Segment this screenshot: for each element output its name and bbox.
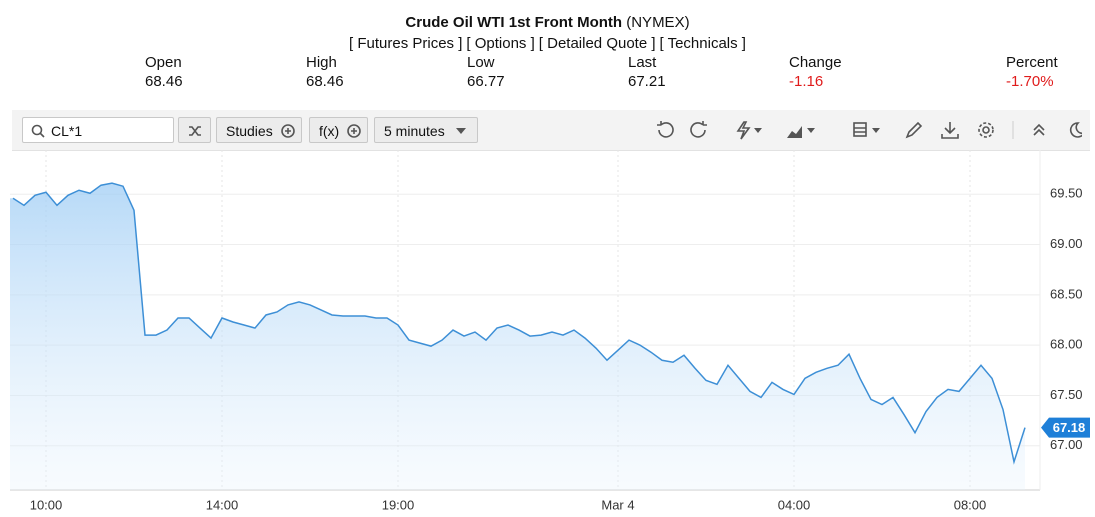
stat-label: Percent <box>1006 54 1058 71</box>
settings-icon[interactable] <box>982 126 990 134</box>
stat-value: 68.46 <box>145 73 183 90</box>
interval-select[interactable]: 5 minutes <box>374 117 478 143</box>
stat-value: 66.77 <box>467 73 505 90</box>
draw-icon[interactable] <box>905 121 923 139</box>
stat-label: Open <box>145 54 182 71</box>
x-tick-label: 08:00 <box>954 497 987 512</box>
exchange: (NYMEX) <box>626 14 690 31</box>
stat-label: High <box>306 54 337 71</box>
stat: Open 68.46 <box>145 53 183 91</box>
links: [ Futures Prices ][ Options ][ Detailed … <box>0 35 1095 52</box>
stat: Percent -1.70% <box>1006 53 1058 91</box>
stat-value: 67.21 <box>628 73 666 90</box>
search-icon <box>31 124 45 138</box>
chart-type-icon[interactable] <box>787 126 802 138</box>
studies: Studies <box>226 123 273 139</box>
theme-icon[interactable] <box>1069 122 1082 138</box>
y-tick-label: 67.00 <box>1050 437 1083 452</box>
header-title: Crude Oil WTI 1st Front Month (NYMEX) <box>0 14 1095 31</box>
studies-button[interactable]: Studies <box>216 117 302 143</box>
collapse-icon[interactable] <box>1033 123 1045 136</box>
interval: 5 minutes <box>384 123 445 139</box>
functions: f(x) <box>319 123 340 139</box>
price-line <box>12 182 1026 465</box>
stat: Change -1.16 <box>789 53 842 91</box>
caret <box>754 128 762 133</box>
stat-label: Change <box>789 54 842 71</box>
caret <box>872 128 880 133</box>
link[interactable]: [ Futures Prices ] <box>349 35 463 52</box>
undo-icon[interactable] <box>657 121 674 138</box>
x-tick-label: 14:00 <box>206 497 239 512</box>
stat: Last 67.21 <box>628 53 666 91</box>
last-price-label: 67.18 <box>1053 420 1086 435</box>
layout-icon[interactable] <box>853 122 867 137</box>
stat-value: 68.46 <box>306 73 344 90</box>
shuffle-icon <box>189 126 201 136</box>
stat-label: Last <box>628 54 657 71</box>
x-tick-label: 04:00 <box>778 497 811 512</box>
x-tick-label: 10:00 <box>30 497 63 512</box>
stat: High 68.46 <box>306 53 344 91</box>
last-price-tag <box>1041 417 1090 438</box>
y-tick-label: 69.00 <box>1050 236 1083 251</box>
link[interactable]: [ Options ] <box>466 35 535 52</box>
plus-icon <box>281 124 295 138</box>
x-tick-label: Mar 4 <box>601 497 634 512</box>
download-icon[interactable] <box>941 122 959 139</box>
caret <box>456 128 466 134</box>
functions-button[interactable]: f(x) <box>309 117 368 143</box>
link[interactable]: [ Technicals ] <box>659 35 746 52</box>
chart: 67.00 67.50 68.00 68.50 69.00 69.50 10:00 14:00… <box>10 150 1090 512</box>
stat-value: -1.70% <box>1006 73 1054 90</box>
stat-value: -1.16 <box>789 73 824 90</box>
y-tick-label: 69.50 <box>1050 186 1083 201</box>
toolbar-icons <box>657 121 1082 140</box>
symbol-search[interactable]: CL*1 <box>22 117 174 143</box>
stat: Low 66.77 <box>467 53 505 91</box>
y-tick-label: 68.50 <box>1050 286 1083 301</box>
flash-icon[interactable] <box>736 121 751 140</box>
caret <box>807 128 815 133</box>
title: Crude Oil WTI 1st Front Month <box>405 14 623 31</box>
x-tick-label: 19:00 <box>382 497 415 512</box>
link[interactable]: [ Detailed Quote ] <box>538 35 656 52</box>
redo-icon[interactable] <box>690 121 707 138</box>
plus-icon <box>347 124 361 138</box>
y-tick-label: 68.00 <box>1050 337 1083 352</box>
stat-label: Low <box>467 54 495 71</box>
toolbar: CL*1 Studies f(x) 5 minutes <box>12 110 1090 151</box>
symbol: CL*1 <box>51 123 83 139</box>
y-tick-label: 67.50 <box>1050 387 1083 402</box>
compare-button[interactable] <box>178 117 211 143</box>
area <box>10 183 1025 491</box>
